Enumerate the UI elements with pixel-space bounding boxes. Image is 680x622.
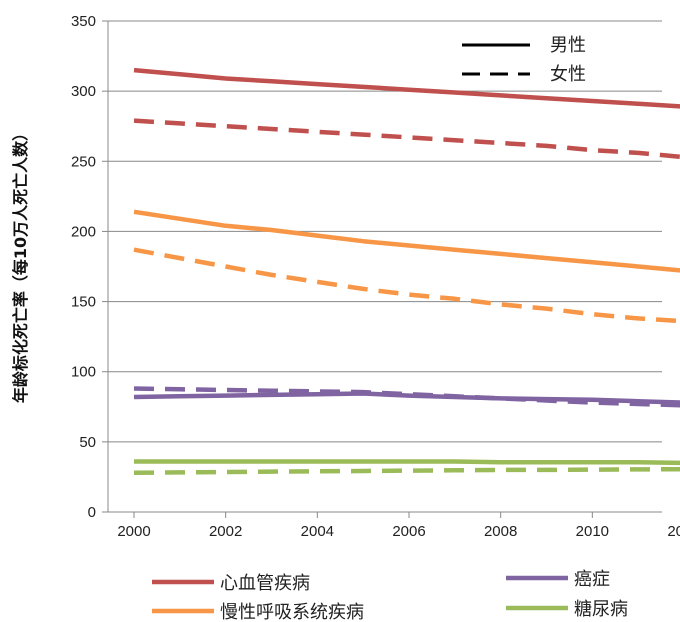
series-line-3: [133, 247, 680, 324]
y-tick-label: 350: [71, 13, 96, 30]
y-tick-label: 50: [79, 434, 96, 451]
y-tick-label: 300: [71, 83, 96, 100]
y-tick-labels: 0 50 100 150 200 250 300 350: [71, 13, 96, 521]
series-line-1: [133, 118, 680, 159]
series-line-2: [133, 209, 680, 273]
x-tick-label: 2010: [576, 523, 609, 540]
x-tick-labels: 2000 2002 2004 2006 2008 2010 2012: [117, 523, 680, 540]
x-tick-label: 2006: [392, 523, 425, 540]
series-line-0: [133, 67, 680, 109]
series-line-6: [134, 459, 680, 466]
color-legend-label: 糖尿病: [574, 599, 628, 620]
x-tick-label: 2012: [667, 523, 680, 540]
series-line-7: [133, 466, 680, 475]
series-line-4: [133, 391, 680, 405]
y-axis-label: 年龄标化死亡率（每10万人死亡人数）: [11, 125, 30, 403]
gridlines: [108, 20, 662, 443]
style-legend-label: 男性: [550, 35, 586, 56]
x-tick-label: 2004: [301, 523, 334, 540]
color-legend-label: 慢性呼吸系统疾病: [220, 602, 364, 622]
x-tick-label: 2000: [117, 523, 150, 540]
x-tick-label: 2002: [209, 523, 242, 540]
style-legend-label: 女性: [550, 64, 586, 85]
color-legend-label: 癌症: [574, 569, 610, 590]
y-tick-label: 0: [88, 504, 96, 521]
y-tick-label: 250: [71, 153, 96, 170]
x-tick-label: 2008: [484, 523, 517, 540]
axes: [102, 20, 662, 518]
y-tick-label: 200: [71, 223, 96, 240]
color-legend-label: 心血管疾病: [220, 573, 310, 594]
series-lines: [133, 67, 680, 475]
y-tick-label: 100: [71, 364, 96, 381]
y-tick-label: 150: [71, 294, 96, 311]
